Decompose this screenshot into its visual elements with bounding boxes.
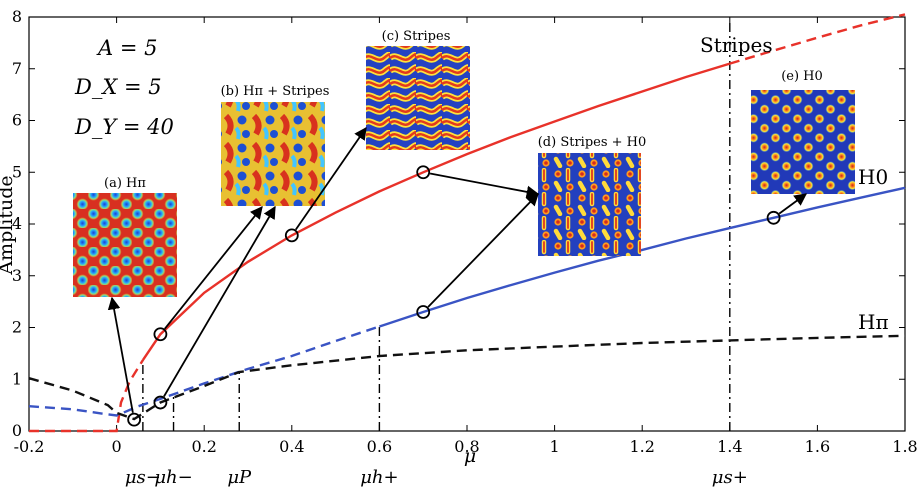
inset-b-title: (b) Hπ + Stripes [221, 84, 330, 99]
arrow [295, 126, 367, 231]
x-tick-label: 0.8 [454, 437, 479, 456]
marker-point [416, 165, 431, 180]
arrow [164, 206, 263, 330]
arrow [107, 296, 134, 413]
curve-label-h0: H0 [858, 165, 888, 189]
marker-point [416, 305, 431, 319]
param-dy: D_Y = 40 [74, 115, 174, 139]
y-tick-label: 6 [12, 111, 22, 130]
series-line-stable [141, 62, 731, 361]
arrow [163, 205, 276, 397]
x-tick-label: -0.2 [14, 437, 45, 456]
threshold-lines [142, 22, 731, 431]
inset-a-title: (a) Hπ [104, 176, 146, 191]
inset-d-title: (d) Stripes + H0 [538, 135, 647, 150]
inset-b: (b) Hπ + Stripes [221, 84, 330, 206]
threshold-label: μs+ [712, 467, 748, 488]
marker-point [153, 327, 168, 342]
x-tick-labels: -0.2 0 0.2 0.4 0.6 0.8 1 1.2 1.4 1.6 1.8 [14, 437, 918, 456]
y-axis-label: Amplitude [0, 175, 17, 275]
y-tick-label: 1 [12, 369, 22, 388]
y-tick-label: 3 [12, 266, 22, 285]
inset-c-image [366, 46, 470, 150]
marker-point [766, 210, 781, 225]
y-tick-label: 7 [12, 59, 22, 78]
threshold-labels: μs−μh− μP μh+ μs+ [125, 467, 748, 488]
marker-point [127, 412, 142, 427]
series-line-stable [379, 186, 906, 328]
x-tick-label: 1.8 [892, 437, 917, 456]
x-tick-label: 1 [550, 437, 560, 456]
arrows [107, 126, 808, 413]
x-tick-label: 0.6 [367, 437, 392, 456]
threshold-label: μP [227, 467, 252, 488]
x-tick-label: 0.4 [279, 437, 304, 456]
x-axis-label: μ [464, 445, 476, 467]
plot-area [28, 16, 906, 432]
x-tick-label: 0 [112, 437, 122, 456]
param-dx: D_X = 5 [74, 75, 162, 99]
threshold-label: μh− [154, 467, 192, 488]
series-line-unstable-tail [729, 13, 906, 65]
series-line-unstable [28, 325, 380, 417]
inset-e-title: (e) H0 [781, 69, 823, 84]
inset-d-image [538, 153, 641, 256]
series-group [28, 13, 906, 433]
y-tick-label: 8 [12, 7, 22, 26]
threshold-label: μs− [125, 467, 161, 488]
arrow [429, 172, 540, 199]
y-tick-label: 0 [12, 421, 22, 440]
arrow [778, 193, 808, 215]
x-tick-label: 1.2 [629, 437, 654, 456]
y-tick-label: 4 [12, 214, 22, 233]
x-tick-label: 1.6 [805, 437, 830, 456]
x-tick-label: 0.2 [191, 437, 216, 456]
markers [127, 165, 781, 427]
inset-c-title: (c) Stripes [382, 29, 451, 44]
inset-a: (a) Hπ [73, 176, 177, 297]
inset-e: (e) H0 [751, 69, 855, 194]
series-line-unstable [29, 359, 144, 433]
series-line-unstable [28, 334, 906, 421]
marker-point [284, 228, 299, 243]
inset-b-image [221, 102, 325, 206]
param-a: A = 5 [96, 36, 157, 60]
inset-a-image [73, 193, 177, 297]
y-tick-labels: 0 1 2 3 4 5 6 7 8 [12, 7, 22, 440]
inset-c: (c) Stripes [366, 29, 470, 150]
inset-e-image [751, 90, 855, 194]
arrow [427, 193, 539, 308]
x-tick-label: 1.4 [717, 437, 742, 456]
curve-label-stripes: Stripes [700, 33, 773, 57]
y-tick-label: 5 [12, 162, 22, 181]
marker-point [153, 395, 168, 410]
y-tick-label: 2 [12, 318, 22, 337]
inset-d: (d) Stripes + H0 [538, 135, 647, 256]
threshold-label: μh+ [360, 467, 398, 488]
curve-label-hpi: Hπ [858, 310, 889, 334]
